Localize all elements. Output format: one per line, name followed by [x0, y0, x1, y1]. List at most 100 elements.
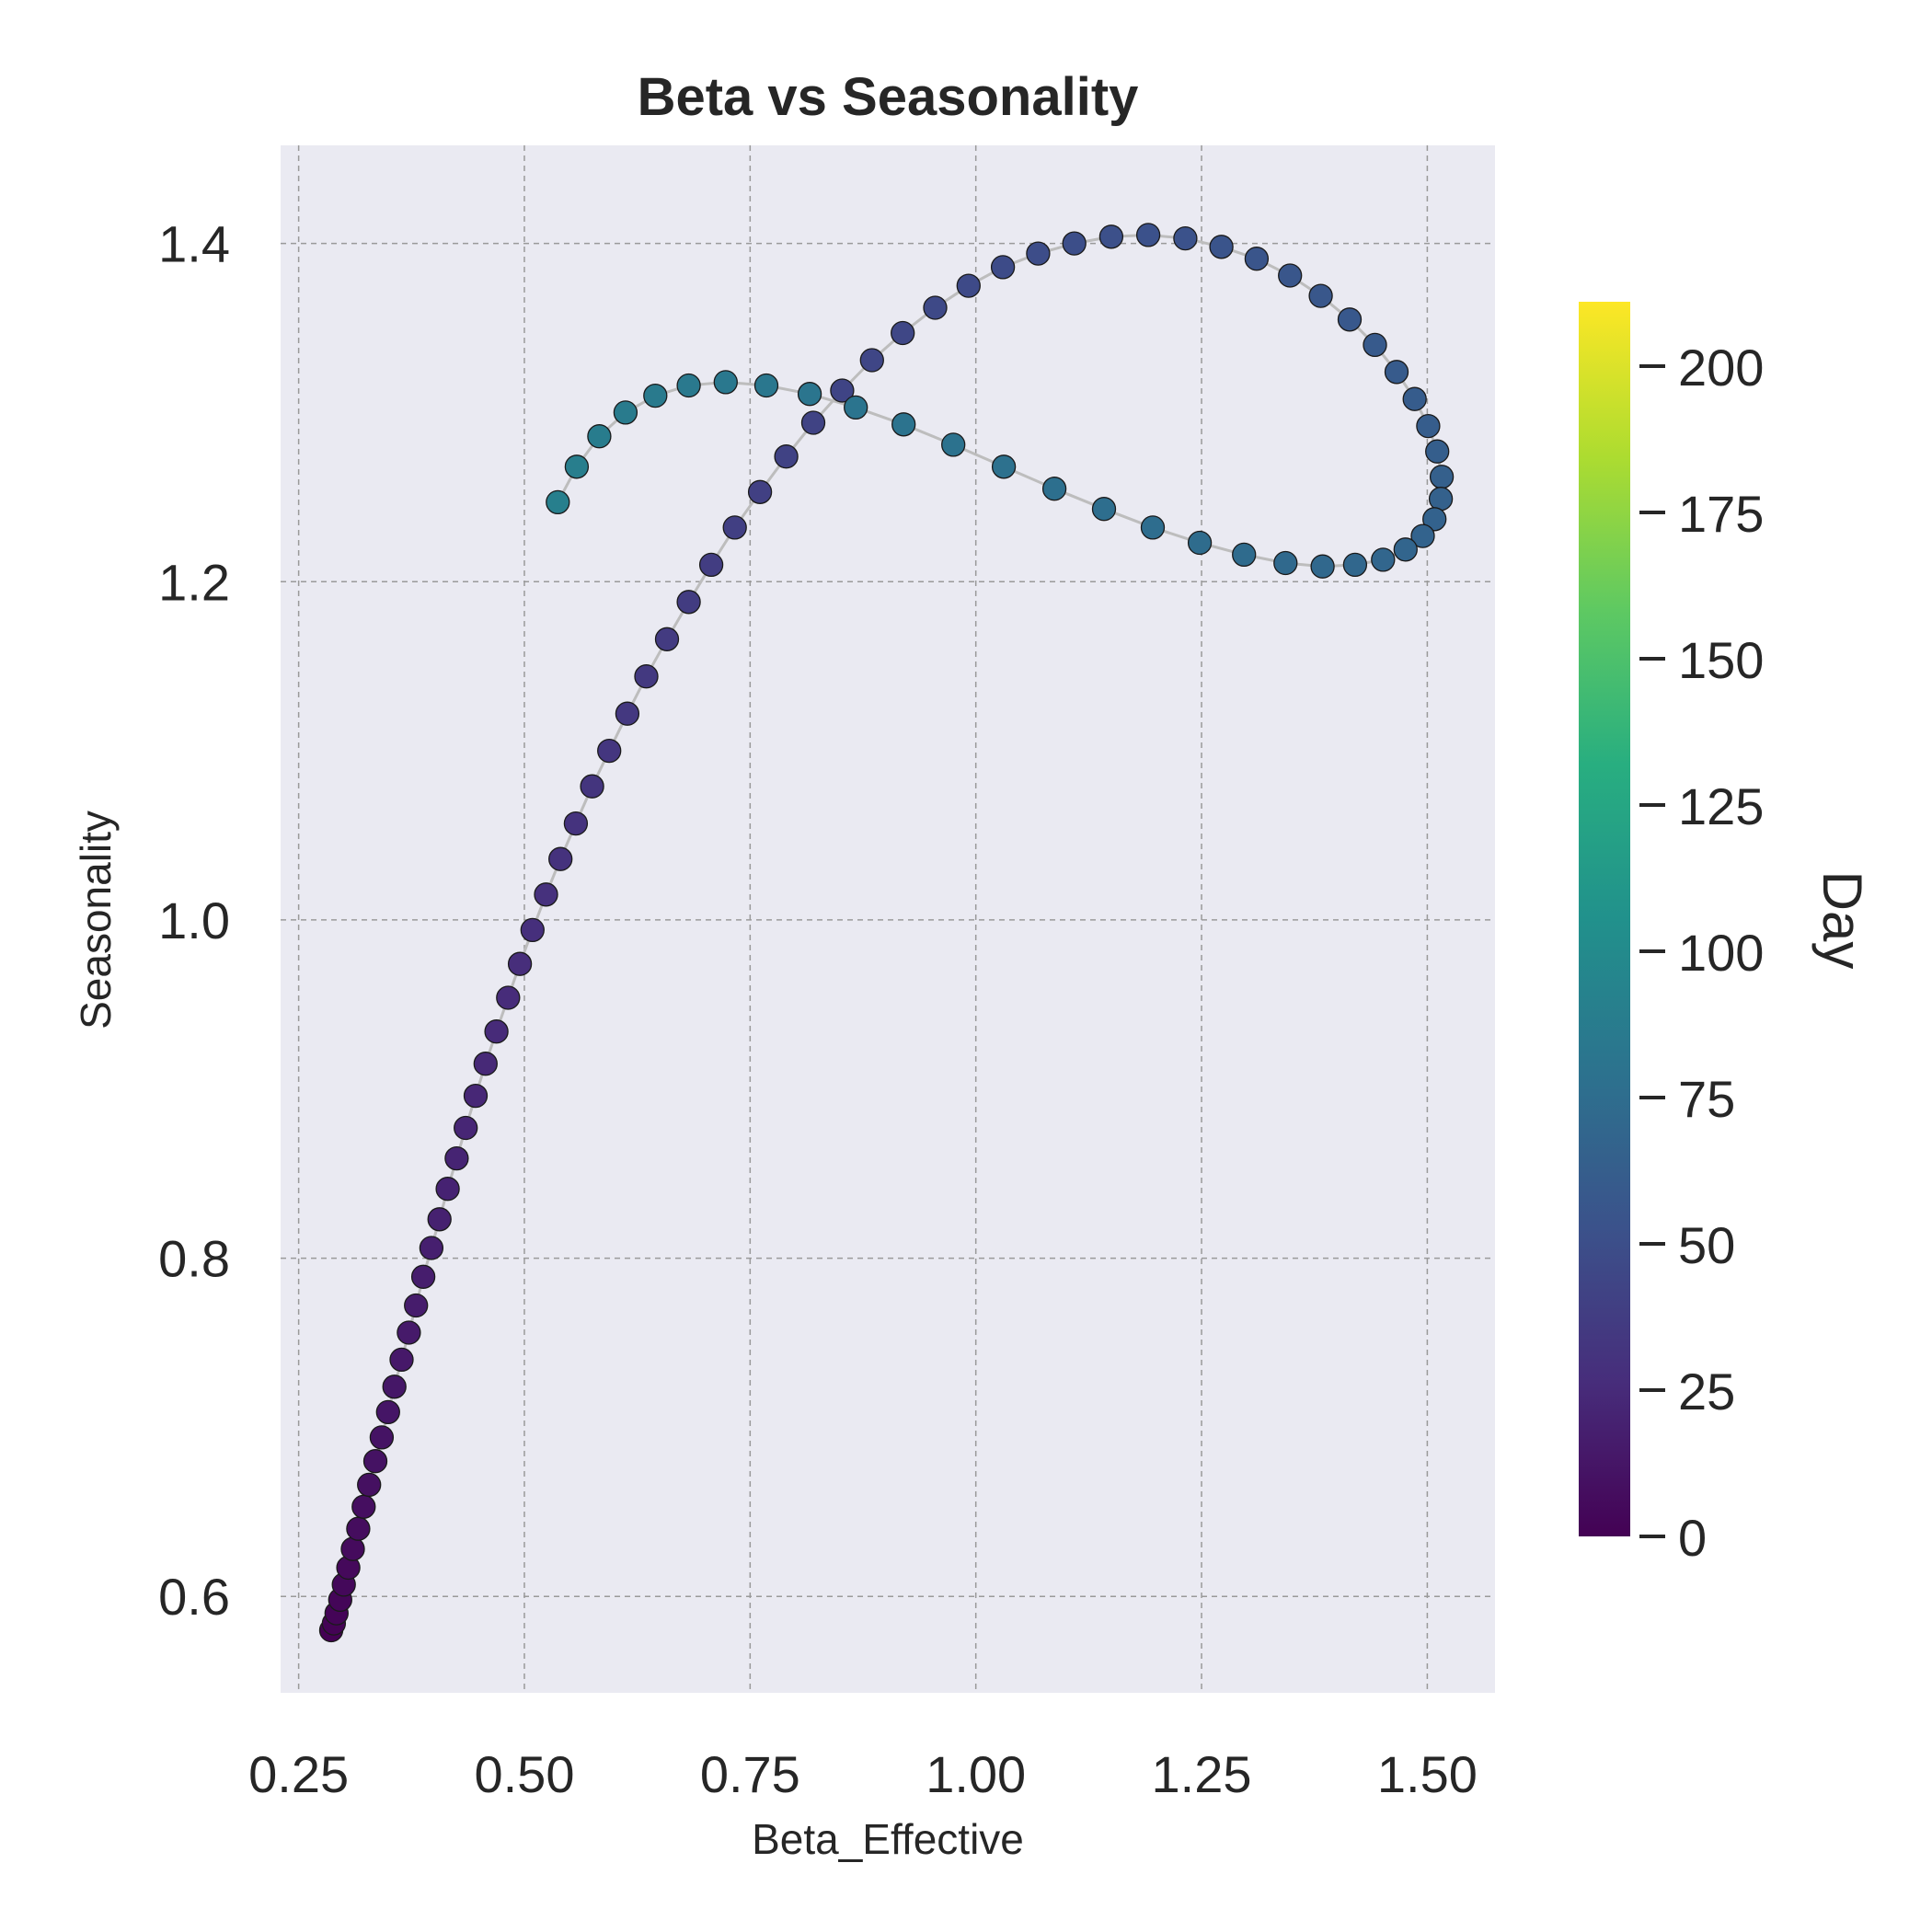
data-point [797, 382, 822, 407]
data-point [830, 378, 855, 403]
x-axis-label: Beta_Effective [752, 1815, 1024, 1863]
data-point [496, 985, 521, 1010]
data-point [747, 479, 773, 504]
data-point [357, 1472, 382, 1498]
data-point [676, 590, 701, 615]
data-point [1363, 332, 1387, 358]
data-point [410, 1264, 436, 1289]
data-point [346, 1516, 371, 1541]
plot-area [281, 145, 1495, 1693]
y-tick-label: 1.2 [158, 553, 230, 611]
x-tick-label: 1.50 [1377, 1745, 1478, 1803]
data-point [375, 1399, 400, 1425]
data-point [427, 1207, 452, 1232]
data-point [613, 400, 638, 425]
data-point [654, 627, 680, 651]
data-point [990, 255, 1016, 280]
colorbar-label: Day [1811, 871, 1873, 970]
colorbar-tick-label: 175 [1678, 485, 1764, 543]
data-point [1041, 477, 1067, 501]
data-point [1187, 530, 1213, 556]
data-point [1278, 263, 1303, 288]
data-point [1393, 537, 1418, 562]
data-point [1337, 307, 1363, 332]
data-point [1209, 235, 1234, 259]
data-point [643, 383, 668, 408]
y-tick-label: 1.4 [158, 215, 230, 273]
data-point [1140, 515, 1166, 540]
data-point [546, 489, 570, 515]
data-point [563, 811, 589, 836]
chart-title: Beta vs Seasonality [638, 67, 1139, 127]
data-point [454, 1115, 478, 1141]
y-axis-label: Seasonality [72, 811, 120, 1029]
y-tick-label: 0.8 [158, 1230, 230, 1288]
data-point [1371, 547, 1396, 572]
data-point [698, 552, 724, 578]
x-tick-label: 0.25 [248, 1745, 349, 1803]
data-point [389, 1347, 414, 1373]
data-point [1098, 224, 1124, 249]
data-point [351, 1494, 376, 1519]
colorbar-tick-label: 100 [1678, 924, 1764, 982]
colorbar-tick-label: 0 [1678, 1509, 1707, 1567]
data-point [1384, 360, 1409, 385]
colorbar-tick-label: 25 [1678, 1363, 1735, 1420]
data-point [382, 1374, 407, 1399]
data-point [564, 454, 590, 479]
data-point [435, 1177, 460, 1202]
x-tick-label: 1.00 [926, 1745, 1026, 1803]
data-point [800, 410, 826, 435]
colorbar: 0 25 50 75 100 125 150 175 200 Day [1579, 302, 1873, 1567]
data-point [941, 432, 966, 457]
data-point [1273, 550, 1298, 576]
data-point [597, 738, 622, 764]
data-point [615, 701, 640, 726]
data-point [774, 444, 799, 469]
data-point [844, 395, 868, 420]
data-point [713, 370, 738, 395]
colorbar-gradient [1579, 302, 1630, 1536]
data-point [1091, 497, 1117, 522]
data-point [404, 1293, 429, 1318]
data-point [580, 774, 604, 799]
data-point [548, 846, 573, 871]
data-point [520, 917, 545, 943]
data-point [419, 1236, 444, 1260]
data-point [1342, 552, 1368, 578]
colorbar-tick-label: 50 [1678, 1216, 1735, 1274]
data-point [1429, 465, 1455, 489]
data-point [891, 320, 915, 346]
scatter-points [318, 223, 1455, 1643]
data-point [340, 1536, 365, 1561]
data-point [484, 1019, 509, 1044]
colorbar-tick-label: 150 [1678, 631, 1764, 689]
data-point [1416, 413, 1441, 439]
data-layer [318, 223, 1455, 1643]
data-point [1308, 283, 1333, 308]
x-tick-label: 0.75 [700, 1745, 800, 1803]
data-point [369, 1425, 395, 1450]
data-point [991, 454, 1017, 479]
data-point [362, 1449, 388, 1474]
data-point [722, 515, 747, 540]
data-point [753, 373, 779, 398]
colorbar-ticks: 0 25 50 75 100 125 150 175 200 [1639, 339, 1764, 1567]
data-point [923, 295, 948, 320]
data-point [587, 424, 612, 449]
data-point [534, 882, 558, 907]
data-point [473, 1052, 498, 1076]
data-point [891, 412, 916, 437]
y-tick-label: 1.0 [158, 891, 230, 949]
data-point [1402, 386, 1427, 411]
colorbar-tick-label: 125 [1678, 777, 1764, 835]
data-point [1026, 241, 1051, 266]
data-point [444, 1145, 469, 1171]
data-point [1310, 554, 1335, 579]
data-point [507, 951, 533, 976]
colorbar-tick-label: 75 [1678, 1070, 1735, 1128]
grid [281, 145, 1495, 1693]
data-point [1244, 247, 1270, 271]
data-point [463, 1083, 489, 1109]
